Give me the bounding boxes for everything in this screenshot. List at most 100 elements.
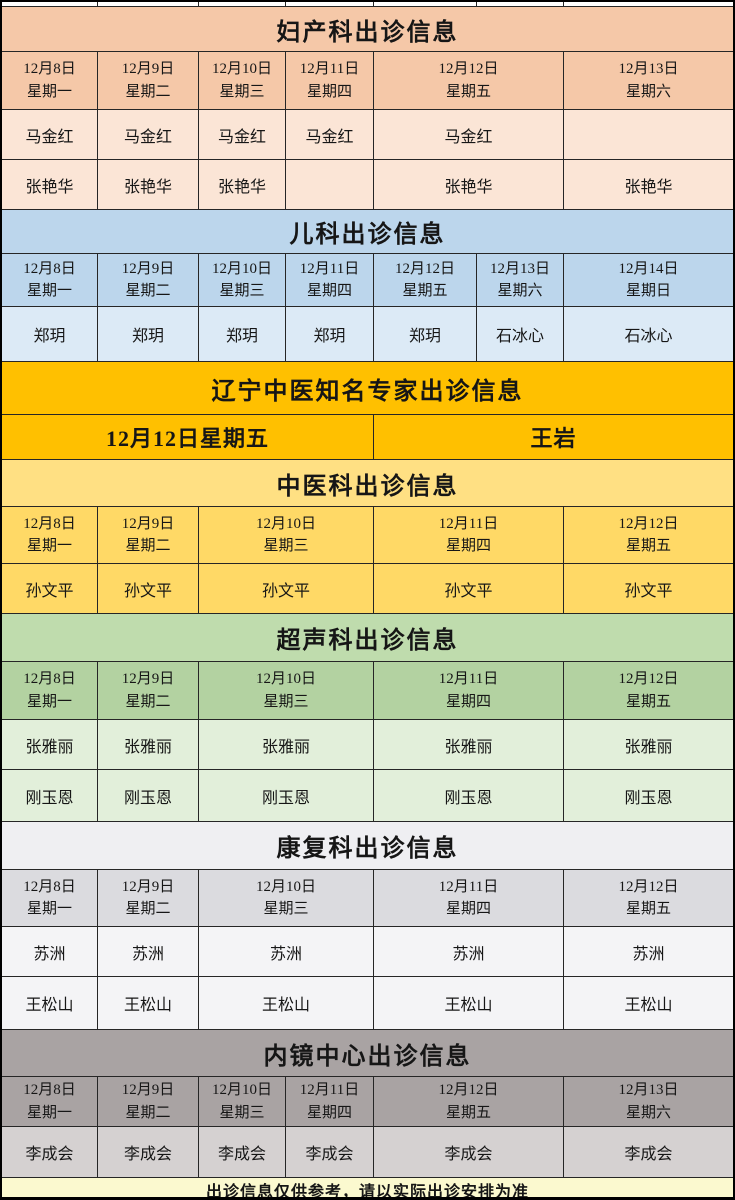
section-title-row: 超声科出诊信息 [2,614,733,662]
date-cell: 12月13日 星期六 [564,52,733,110]
doctor-cell: 王松山 [2,977,98,1030]
doctor-cell [564,110,733,160]
doctor-cell: 李成会 [199,1127,286,1178]
date-cell: 12月10日 星期三 [199,662,374,720]
section-title-row: 内镜中心出诊信息 [2,1030,733,1077]
doctor-cell: 郑玥 [2,307,98,362]
dates-row: 12月8日 星期一 12月9日 星期二 12月10日 星期三 12月11日 星期四 12… [2,1077,733,1127]
doctor-cell: 石冰心 [477,307,564,362]
doctor-row: 孙文平 孙文平 孙文平 孙文平 孙文平 [2,564,733,614]
date-cell: 12月12日 星期五 [564,662,733,720]
date-cell: 12月11日 星期四 [374,870,564,927]
doctor-cell: 孙文平 [2,564,98,614]
date-cell: 12月9日 星期二 [98,870,199,927]
section-title: 中医科出诊信息 [2,460,733,507]
doctor-cell: 马金红 [374,110,564,160]
date-cell: 12月8日 星期一 [2,870,98,927]
doctor-cell: 苏洲 [2,927,98,977]
doctor-cell: 李成会 [98,1127,199,1178]
doctor-cell: 孙文平 [564,564,733,614]
doctor-row: 刚玉恩 刚玉恩 刚玉恩 刚玉恩 刚玉恩 [2,770,733,822]
doctor-cell: 张雅丽 [98,720,199,770]
doctor-cell: 刚玉恩 [564,770,733,822]
cropped-cell [374,2,477,7]
section-title: 儿科出诊信息 [2,210,733,254]
cropped-cell [564,2,733,7]
section-title: 超声科出诊信息 [2,614,733,662]
doctor-row: 李成会 李成会 李成会 李成会 李成会 李成会 [2,1127,733,1178]
disclaimer-footer: 出诊信息仅供参考，请以实际出诊安排为准 [2,1178,733,1197]
dates-row: 12月8日 星期一 12月9日 星期二 12月10日 星期三 12月11日 星期四 12… [2,662,733,720]
doctor-cell: 郑玥 [199,307,286,362]
doctor-row: 张雅丽 张雅丽 张雅丽 张雅丽 张雅丽 [2,720,733,770]
date-cell: 12月11日 星期四 [374,507,564,564]
doctor-cell: 孙文平 [98,564,199,614]
date-cell: 12月11日 星期四 [286,254,374,307]
section-title-row: 康复科出诊信息 [2,822,733,870]
section-title-row: 妇产科出诊信息 [2,7,733,52]
doctor-cell: 李成会 [286,1127,374,1178]
doctor-cell: 张艳华 [564,160,733,210]
doctor-cell: 张艳华 [98,160,199,210]
date-cell: 12月9日 星期二 [98,1077,199,1127]
date-cell: 12月9日 星期二 [98,52,199,110]
date-cell: 12月11日 星期四 [374,662,564,720]
doctor-cell: 12月12日星期五 [2,415,374,460]
date-cell: 12月12日 星期五 [374,52,564,110]
doctor-cell: 郑玥 [374,307,477,362]
doctor-cell: 苏洲 [199,927,374,977]
doctor-cell: 李成会 [564,1127,733,1178]
date-cell: 12月9日 星期二 [98,254,199,307]
doctor-row: 郑玥 郑玥 郑玥 郑玥 郑玥 石冰心 石冰心 [2,307,733,362]
doctor-cell: 张雅丽 [2,720,98,770]
date-cell: 12月10日 星期三 [199,52,286,110]
doctor-row: 王松山 王松山 王松山 王松山 王松山 [2,977,733,1030]
doctor-cell: 王松山 [374,977,564,1030]
section-title-row: 辽宁中医知名专家出诊信息 [2,362,733,415]
doctor-cell: 李成会 [2,1127,98,1178]
doctor-cell: 苏洲 [564,927,733,977]
section-title: 辽宁中医知名专家出诊信息 [2,362,733,415]
cropped-cell [477,2,564,7]
doctor-cell: 王松山 [199,977,374,1030]
date-cell: 12月12日 星期五 [564,507,733,564]
cropped-cell [199,2,286,7]
doctor-cell: 马金红 [98,110,199,160]
date-cell: 12月10日 星期三 [199,870,374,927]
doctor-cell: 刚玉恩 [199,770,374,822]
doctor-cell: 张艳华 [374,160,564,210]
cropped-cell [2,2,98,7]
doctor-cell: 刚玉恩 [374,770,564,822]
section-title-row: 中医科出诊信息 [2,460,733,507]
date-cell: 12月10日 星期三 [199,507,374,564]
date-cell: 12月11日 星期四 [286,1077,374,1127]
doctor-cell: 石冰心 [564,307,733,362]
date-cell: 12月11日 星期四 [286,52,374,110]
doctor-cell: 刚玉恩 [98,770,199,822]
section-title: 内镜中心出诊信息 [2,1030,733,1077]
date-cell: 12月9日 星期二 [98,662,199,720]
dates-row: 12月8日 星期一 12月9日 星期二 12月10日 星期三 12月11日 星期四 12… [2,507,733,564]
date-cell: 12月10日 星期三 [199,254,286,307]
doctor-cell: 张雅丽 [564,720,733,770]
doctor-cell: 郑玥 [98,307,199,362]
date-cell: 12月14日 星期日 [564,254,733,307]
doctor-cell: 孙文平 [374,564,564,614]
section-title-row: 儿科出诊信息 [2,210,733,254]
doctor-cell: 张艳华 [2,160,98,210]
dates-row: 12月8日 星期一 12月9日 星期二 12月10日 星期三 12月11日 星期四 12… [2,254,733,307]
doctor-row: 张艳华 张艳华 张艳华 张艳华 张艳华 [2,160,733,210]
doctor-cell: 张艳华 [199,160,286,210]
date-cell: 12月13日 星期六 [564,1077,733,1127]
date-cell: 12月12日 星期五 [374,254,477,307]
doctor-row: 马金红 马金红 马金红 马金红 马金红 [2,110,733,160]
doctor-cell [286,160,374,210]
date-cell: 12月8日 星期一 [2,662,98,720]
date-cell: 12月8日 星期一 [2,507,98,564]
doctor-cell: 孙文平 [199,564,374,614]
cropped-cell [98,2,199,7]
doctor-cell: 王松山 [564,977,733,1030]
date-cell: 12月8日 星期一 [2,254,98,307]
doctor-cell: 王松山 [98,977,199,1030]
date-cell: 12月8日 星期一 [2,52,98,110]
